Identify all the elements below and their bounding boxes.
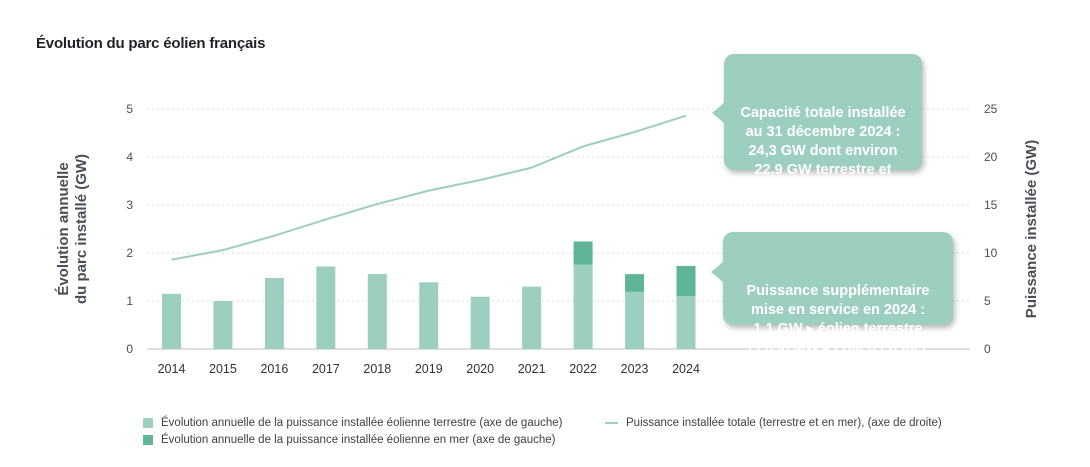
x-tick-label: 2014 xyxy=(158,362,186,376)
bar-onshore xyxy=(419,282,439,349)
legend-left: Évolution annuelle de la puissance insta… xyxy=(143,414,562,448)
legend-label-offshore: Évolution annuelle de la puissance insta… xyxy=(161,433,556,446)
legend-swatch-offshore xyxy=(143,434,153,445)
legend-item-total: Puissance installée totale (terrestre et… xyxy=(605,414,942,431)
legend-item-onshore: Évolution annuelle de la puissance insta… xyxy=(143,414,562,431)
y-tick-label-right: 5 xyxy=(984,294,991,308)
legend-label-onshore: Évolution annuelle de la puissance insta… xyxy=(161,416,563,429)
y-tick-label-left: 5 xyxy=(126,102,133,116)
legend-swatch-onshore xyxy=(143,417,153,428)
y-tick-label-right: 10 xyxy=(984,246,998,260)
legend-right: Puissance installée totale (terrestre et… xyxy=(605,414,942,431)
chart-title: Évolution du parc éolien français xyxy=(36,35,266,52)
y-tick-label-right: 15 xyxy=(984,198,998,212)
bar-onshore xyxy=(162,293,181,349)
bar-offshore xyxy=(676,265,696,297)
y-tick-label-left: 2 xyxy=(126,246,133,260)
y-axis-title-left: Évolution annuelledu parc installé (GW) xyxy=(55,154,90,304)
y-tick-label-left: 0 xyxy=(126,342,133,356)
axes: 0 1 2 3 4 5 0 5 10 15 20 25 2014 2015 2016 2017 2018 2019… xyxy=(55,102,1040,376)
x-tick-label: 2015 xyxy=(209,362,237,376)
x-tick-label: 2017 xyxy=(312,362,340,376)
bar-onshore xyxy=(264,277,284,349)
x-tick-label: 2021 xyxy=(518,362,546,376)
y-tick-label-left: 1 xyxy=(126,294,133,308)
x-tick-label: 2022 xyxy=(569,362,597,376)
total-line xyxy=(171,114,687,261)
bar-onshore xyxy=(676,296,696,349)
y-tick-label-left: 3 xyxy=(126,198,133,212)
bar-onshore xyxy=(522,286,542,349)
x-tick-label: 2018 xyxy=(363,362,391,376)
callout-pointer xyxy=(711,262,723,282)
legend-swatch-total xyxy=(605,421,618,424)
y-tick-label-right: 25 xyxy=(984,102,998,116)
callout-total-capacity: Capacité totale installée au 31 décembre… xyxy=(712,54,922,197)
bar-onshore xyxy=(470,296,490,349)
callout-pointer xyxy=(712,103,724,123)
bar-onshore xyxy=(367,274,387,349)
y-axis-title-right: Puissance installée (GW) xyxy=(1023,140,1040,318)
callout-added-2024-text: Puissance supplémentaire mise en service… xyxy=(746,283,930,356)
bar-onshore xyxy=(573,264,593,349)
y-tick-label-right: 20 xyxy=(984,150,998,164)
bars xyxy=(162,241,696,349)
x-tick-label: 2016 xyxy=(260,362,288,376)
x-tick-label: 2023 xyxy=(621,362,649,376)
callout-total-capacity-text: Capacité totale installée au 31 décembre… xyxy=(740,105,906,197)
x-tick-label: 2020 xyxy=(466,362,494,376)
x-tick-label: 2024 xyxy=(672,362,700,376)
callout-added-2024: Puissance supplémentaire mise en service… xyxy=(711,232,953,356)
bar-onshore xyxy=(213,301,233,349)
x-tick-label: 2019 xyxy=(415,362,443,376)
legend-label-total: Puissance installée totale (terrestre et… xyxy=(626,416,942,429)
legend-item-offshore: Évolution annuelle de la puissance insta… xyxy=(143,431,562,448)
y-tick-label-right: 0 xyxy=(984,342,991,356)
bar-onshore xyxy=(625,291,645,349)
y-tick-label-left: 4 xyxy=(126,150,133,164)
bar-offshore xyxy=(625,274,645,292)
bar-offshore xyxy=(573,241,593,265)
series-line-total xyxy=(171,114,687,261)
bar-onshore xyxy=(316,266,336,349)
